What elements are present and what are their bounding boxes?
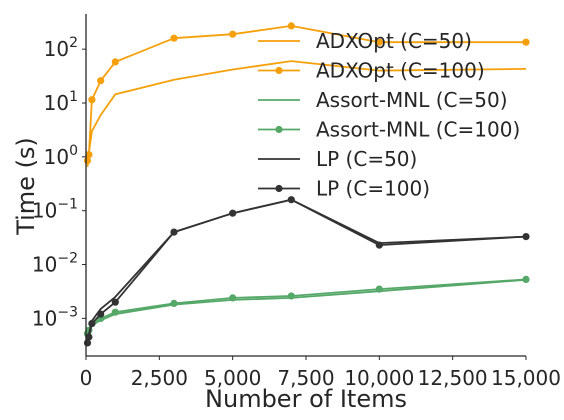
y-tick-label: 10−2 (32, 251, 78, 277)
legend-entry: Assort-MNL (C=100) (258, 118, 520, 142)
data-point (522, 233, 530, 241)
legend-entry: Assort-MNL (C=50) (258, 88, 508, 112)
legend-entry: ADXOpt (C=50) (258, 29, 472, 53)
x-tick-label: 0 (80, 366, 93, 390)
y-tick-label: 10−1 (32, 197, 78, 223)
legend-entry: ADXOpt (C=100) (258, 59, 485, 83)
series-line (86, 24, 526, 161)
data-point (522, 38, 530, 46)
series-line (86, 198, 527, 341)
x-tick-label: 2,500 (131, 366, 188, 390)
legend-marker (275, 66, 283, 75)
series-4 (86, 198, 527, 341)
data-point (229, 30, 237, 38)
data-point (88, 320, 96, 328)
data-point (375, 38, 383, 46)
series-line (86, 198, 527, 344)
y-tick-label: 100 (44, 143, 78, 169)
y-tick-label: 10−3 (32, 304, 78, 330)
series-5 (83, 196, 530, 347)
x-ticks: 0 2,500 5,000 7,500 10,000 12,500 15,000 (80, 356, 561, 390)
legend-marker (275, 125, 283, 134)
data-point (88, 96, 96, 104)
legend: ADXOpt (C=50) ADXOpt (C=100) Assort-MNL (C… (258, 29, 520, 201)
data-point (287, 292, 295, 300)
data-point (170, 299, 178, 307)
legend-entry: LP (C=50) (258, 147, 417, 171)
data-point (375, 241, 383, 249)
legend-label: LP (C=100) (316, 177, 430, 201)
data-point (522, 275, 530, 283)
x-tick-label: 7,500 (277, 366, 334, 390)
y-tick-label: 101 (44, 89, 78, 115)
data-point (229, 294, 237, 302)
data-point (287, 196, 295, 204)
series-line (86, 278, 527, 335)
data-point (170, 34, 178, 42)
x-tick-label: 15,000 (491, 366, 561, 390)
data-point (170, 228, 178, 236)
data-point (287, 22, 295, 30)
legend-entry: LP (C=100) (258, 177, 430, 201)
legend-label: ADXOpt (C=100) (316, 59, 485, 83)
data-point (85, 151, 93, 159)
legend-label: LP (C=50) (316, 147, 417, 171)
legend-label: Assort-MNL (C=50) (316, 88, 508, 112)
y-tick-label: 102 (44, 35, 78, 61)
x-tick-label: 12,500 (418, 366, 488, 390)
legend-label: ADXOpt (C=50) (316, 29, 472, 53)
data-point (97, 310, 105, 318)
data-point (97, 77, 105, 85)
series-1 (83, 22, 530, 165)
data-point (111, 58, 119, 66)
x-tick-label: 10,000 (344, 366, 414, 390)
legend-label: Assort-MNL (C=100) (316, 118, 520, 142)
legend-marker (275, 184, 283, 193)
data-point (375, 285, 383, 293)
data-point (111, 298, 119, 306)
data-point (111, 308, 119, 316)
series-layer (83, 22, 530, 347)
y-axis-label: Time (s) (12, 137, 40, 236)
x-tick-label: 5,000 (204, 366, 261, 390)
data-point (85, 333, 93, 341)
y-ticks: 10−3 10−2 10−1 100 101 102 (32, 35, 86, 330)
data-point (229, 209, 237, 217)
data-point (83, 157, 92, 165)
x-axis-label: Number of Items (205, 385, 407, 413)
